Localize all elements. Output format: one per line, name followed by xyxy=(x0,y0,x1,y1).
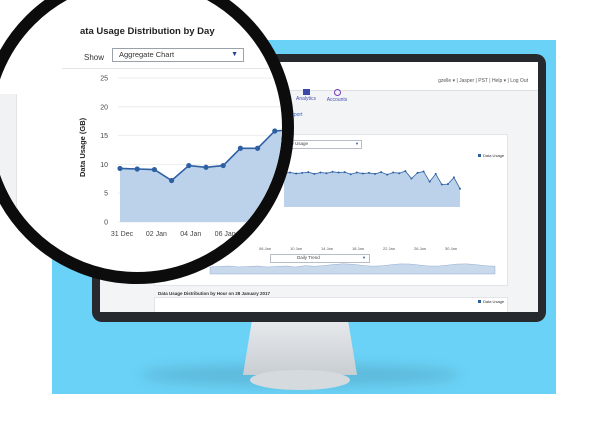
screen-data-point xyxy=(289,171,292,174)
data-point[interactable] xyxy=(220,162,226,169)
monitor-stand-base xyxy=(250,370,350,390)
y-tick-label: 10 xyxy=(100,162,108,169)
screen-data-point xyxy=(374,172,377,175)
screen-chart-canvas: 06 Jan 10 Jan 14 Jan 18 Jan 22 Jan 26 Jan 30 J… xyxy=(209,170,496,275)
screen-x-tick-label: 26 Jan xyxy=(414,246,426,251)
screen-data-point xyxy=(361,172,364,175)
screen-data-point xyxy=(428,180,431,183)
data-point[interactable] xyxy=(289,127,294,132)
screen-data-point xyxy=(434,172,437,175)
screen-x-tick-label: 14 Jan xyxy=(321,246,333,251)
hourly-chart-title: Data Usage Distribution by Hour on 28 Ja… xyxy=(158,291,271,296)
chart-title: ata Usage Distribution by Day xyxy=(80,26,215,37)
monitor-stand xyxy=(242,315,358,375)
screen-data-point xyxy=(416,171,419,174)
screen-data-point xyxy=(404,170,407,173)
data-point[interactable] xyxy=(151,166,157,173)
screen-data-point xyxy=(380,171,383,174)
y-tick-label: 0 xyxy=(104,220,108,227)
data-point[interactable] xyxy=(255,145,261,151)
data-point[interactable] xyxy=(117,165,123,172)
tab-analytics[interactable]: Analytics xyxy=(294,89,318,105)
bar-chart-icon xyxy=(302,89,310,95)
data-point[interactable] xyxy=(237,145,243,151)
legend-swatch xyxy=(478,154,481,158)
magnified-chart: 0 5 10 15 20 25 31 Dec 02 Jan 04 Jan 06 Jan xyxy=(100,76,294,238)
screen-x-tick-label: 30 Jan xyxy=(445,246,457,251)
tab-accounts-label: Accounts xyxy=(326,97,348,103)
screen-data-point xyxy=(452,176,455,179)
user-nav[interactable]: gzelle ▾ | Jasper | PST | Help ▾ | Log O… xyxy=(438,78,528,84)
screen-data-point xyxy=(337,171,340,174)
screen-data-point xyxy=(331,170,334,173)
legend-label: Data Usage xyxy=(483,299,505,304)
chevron-down-icon: ▼ xyxy=(355,141,359,146)
screen-data-point xyxy=(386,173,389,176)
network-icon xyxy=(333,89,341,96)
data-point[interactable] xyxy=(134,166,140,172)
x-tick-label: 06 Jan xyxy=(215,231,236,238)
legend-swatch xyxy=(478,300,481,304)
data-point[interactable] xyxy=(203,164,209,170)
screen-data-point xyxy=(307,171,310,174)
screen-data-point xyxy=(422,170,425,173)
y-tick-label: 20 xyxy=(100,104,108,111)
sidebar-panel xyxy=(0,94,17,272)
screen-data-point xyxy=(367,171,370,174)
screen-area-fill xyxy=(284,171,460,207)
show-label: Show xyxy=(84,53,105,62)
divider xyxy=(62,68,282,69)
x-tick-label: 04 Jan xyxy=(180,231,201,238)
show-select-value: Aggregate Chart xyxy=(119,50,175,59)
trend-select[interactable]: Daily Trend ▼ xyxy=(270,254,370,263)
hourly-usage-card xyxy=(154,297,508,312)
screen-series-line xyxy=(283,170,461,189)
data-point[interactable] xyxy=(186,162,192,169)
screen-data-point xyxy=(343,171,346,174)
screen-data-point xyxy=(398,172,401,175)
screen-data-point xyxy=(301,171,304,174)
screen-data-point xyxy=(410,177,413,180)
screen-data-point xyxy=(313,172,316,175)
screen-x-tick-label: 18 Jan xyxy=(352,246,364,251)
tab-analytics-label: Analytics xyxy=(295,96,316,102)
trend-select-value: Daily Trend xyxy=(297,255,320,260)
screen-data-point xyxy=(319,171,322,174)
legend-label: Data Usage xyxy=(483,153,505,158)
screen-data-point xyxy=(355,171,358,174)
chart-legend: Data Usage xyxy=(478,153,504,158)
screen-data-point xyxy=(392,171,395,174)
screen-data-point xyxy=(459,187,461,190)
area-fill xyxy=(120,130,282,222)
y-tick-label: 15 xyxy=(100,133,108,140)
show-select[interactable]: Aggregate Chart ▼ xyxy=(112,48,244,62)
screen-x-tick-label: 22 Jan xyxy=(383,246,395,251)
chevron-down-icon: ▼ xyxy=(231,51,238,58)
screen-data-point xyxy=(446,183,449,186)
screen-data-point xyxy=(349,173,352,176)
magnifier-lens: ata Usage Distribution by Day Show Aggre… xyxy=(0,0,294,284)
y-tick-label: 5 xyxy=(104,191,108,198)
screen-data-point xyxy=(440,183,443,186)
x-tick-label: 31 Dec xyxy=(111,231,134,238)
data-point[interactable] xyxy=(272,128,278,134)
hourly-chart-legend: Data Usage xyxy=(478,299,504,304)
y-tick-label: 25 xyxy=(100,76,108,83)
chevron-down-icon: ▼ xyxy=(362,255,366,260)
screen-data-point xyxy=(295,172,298,175)
range-overview xyxy=(209,263,496,275)
x-tick-label: 02 Jan xyxy=(146,231,167,238)
screen-data-point xyxy=(325,172,328,175)
export-link[interactable]: Export xyxy=(288,112,303,118)
data-point[interactable] xyxy=(169,177,175,184)
screen-x-tick-label: 06 Jan xyxy=(259,246,271,251)
screen-x-tick-label: 10 Jan xyxy=(290,246,302,251)
tab-accounts[interactable]: Accounts xyxy=(324,89,350,105)
